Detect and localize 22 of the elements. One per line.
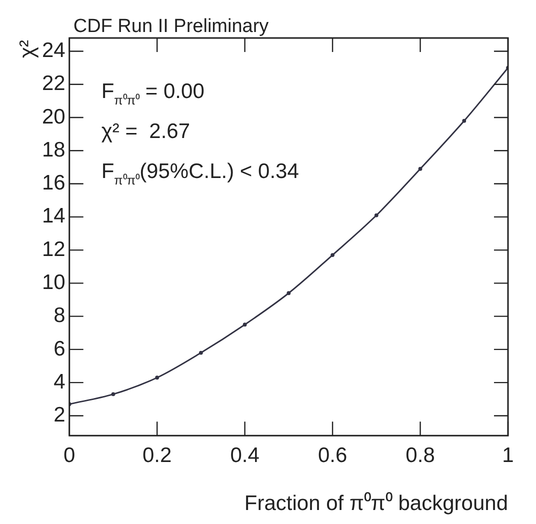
x-tick-label: 0.6 — [318, 444, 348, 467]
x-tick-label: 0 — [64, 444, 76, 467]
y-tick-label: 4 — [54, 370, 66, 394]
y-axis-title: χ² — [16, 40, 39, 58]
y-tick-label: 20 — [42, 105, 66, 128]
y-tick-label: 10 — [42, 270, 66, 294]
y-tick-label: 14 — [42, 204, 66, 228]
y-tick-label: 22 — [42, 72, 66, 96]
x-tick-label: 0.4 — [230, 444, 260, 467]
y-tick-label: 16 — [42, 172, 66, 195]
x-axis-title: Fraction of π⁰π⁰ background — [244, 492, 508, 515]
y-tick-label: 8 — [54, 304, 66, 328]
y-tick-label: 18 — [42, 138, 66, 162]
y-tick-label: 24 — [42, 39, 66, 62]
y-tick-label: 6 — [54, 337, 66, 360]
chart-title: CDF Run II Preliminary — [73, 16, 270, 37]
x-tick-label: 0.8 — [406, 444, 435, 467]
x-tick-label: 0.2 — [142, 444, 172, 467]
y-tick-label: 12 — [42, 238, 66, 261]
y-tick-label: 2 — [54, 404, 66, 427]
x-tick-label: 1 — [502, 444, 514, 467]
annotation: χ² = 2.67 — [101, 120, 190, 143]
